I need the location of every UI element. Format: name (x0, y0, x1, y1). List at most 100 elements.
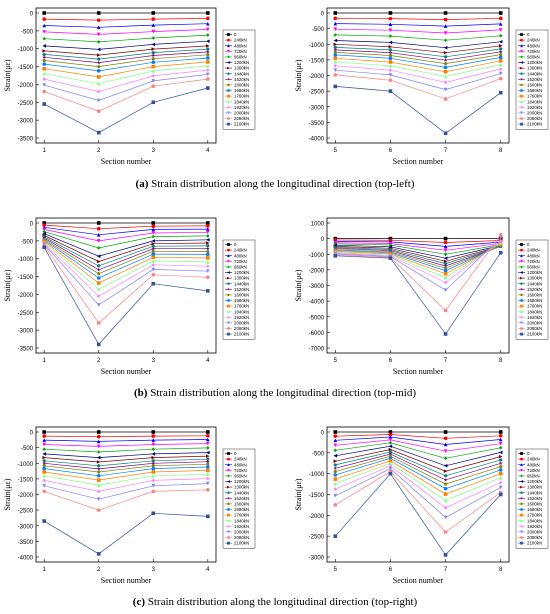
legend-marker (227, 254, 230, 258)
data-point (42, 52, 46, 56)
legend-marker (227, 265, 230, 269)
legend-marker (227, 117, 230, 120)
legend-marker (520, 332, 523, 336)
legend-marker (520, 100, 523, 104)
data-point (443, 50, 448, 55)
series-line (335, 449, 501, 472)
legend-label: 720kN (527, 259, 540, 264)
legend-label: 720kN (234, 259, 247, 264)
legend-marker (227, 536, 230, 539)
data-point (498, 44, 503, 48)
legend-label: 960kN (234, 474, 247, 479)
legend-label: 2000kN (234, 321, 249, 326)
data-point (498, 441, 503, 446)
data-point (151, 470, 156, 474)
data-point (42, 466, 46, 471)
data-point (96, 294, 101, 298)
legend-label: 1600kN (234, 293, 249, 298)
legend-marker (520, 327, 523, 330)
legend-label: 1840kN (527, 518, 542, 523)
y-tick-label: 1000 (311, 222, 325, 228)
legend-label: 240kN (527, 457, 540, 462)
data-point (498, 90, 503, 95)
data-point (96, 276, 101, 280)
plot-frame (35, 217, 217, 354)
data-point (96, 483, 101, 487)
data-point (206, 241, 210, 245)
legend-label: 2080kN (234, 535, 249, 540)
series-line (335, 453, 501, 481)
data-point (443, 55, 448, 59)
legend-label: 1920kN (527, 524, 542, 529)
legend-marker (227, 287, 230, 291)
legend-marker (520, 33, 523, 36)
data-point (151, 60, 156, 65)
data-point (443, 17, 448, 22)
series-line (44, 455, 208, 463)
data-point (151, 231, 156, 235)
legend-label: 480kN (234, 253, 247, 258)
legend-label: 2000kN (527, 530, 542, 535)
legend-marker (520, 519, 523, 523)
data-point (443, 266, 448, 270)
data-point (498, 28, 503, 32)
data-point (42, 44, 46, 48)
legend-marker (520, 485, 523, 489)
data-point (333, 430, 338, 434)
series-line (43, 243, 208, 297)
data-point (443, 308, 448, 313)
data-point (151, 434, 156, 438)
data-point (333, 47, 338, 52)
data-point (205, 246, 210, 251)
y-tick-label: -6000 (309, 331, 325, 337)
data-point (333, 50, 337, 54)
data-point (42, 71, 46, 76)
series-line (335, 40, 501, 49)
data-point (96, 81, 101, 86)
data-point (388, 45, 393, 49)
data-point (388, 471, 393, 476)
y-tick-label: -3000 (18, 524, 34, 530)
legend-marker (227, 38, 230, 42)
y-tick-label: -500 (312, 27, 325, 33)
data-point (96, 439, 101, 444)
legend-marker (227, 519, 230, 523)
data-point (206, 249, 210, 253)
y-tick-label: -1000 (18, 47, 34, 53)
series-line (335, 28, 501, 34)
x-tick-label: 4 (206, 358, 210, 364)
data-point (333, 453, 338, 458)
data-point (151, 255, 156, 260)
data-point (151, 42, 156, 47)
legend-marker (227, 541, 230, 545)
series-line (44, 239, 208, 279)
y-tick-label: -5000 (309, 315, 325, 321)
data-point (388, 89, 393, 93)
legend-marker (227, 61, 230, 64)
legend-label: 1440kN (234, 71, 249, 76)
y-tick-label: -4000 (309, 300, 325, 306)
legend-label: 1440kN (527, 71, 542, 76)
y-tick-label: 0 (321, 12, 325, 18)
series-line (335, 241, 501, 247)
series-line (43, 245, 208, 324)
data-point (498, 71, 503, 76)
x-axis-label: Section number (101, 576, 152, 585)
data-point (96, 254, 101, 258)
x-tick-label: 2 (97, 148, 101, 154)
legend-marker (520, 452, 523, 455)
legend-label: 2100kN (234, 122, 249, 127)
data-point (498, 485, 503, 490)
data-point (443, 11, 448, 15)
plot-frame (35, 7, 217, 144)
legend-marker (520, 259, 523, 263)
legend-label: 1300kN (234, 485, 249, 490)
series-line (335, 65, 501, 83)
series-line (44, 61, 208, 78)
y-tick-label: -2500 (18, 509, 34, 515)
legend-label: 1920kN (527, 315, 542, 320)
legend-marker (227, 122, 230, 126)
data-point (206, 252, 210, 257)
data-point (96, 233, 101, 237)
data-point (96, 497, 101, 501)
